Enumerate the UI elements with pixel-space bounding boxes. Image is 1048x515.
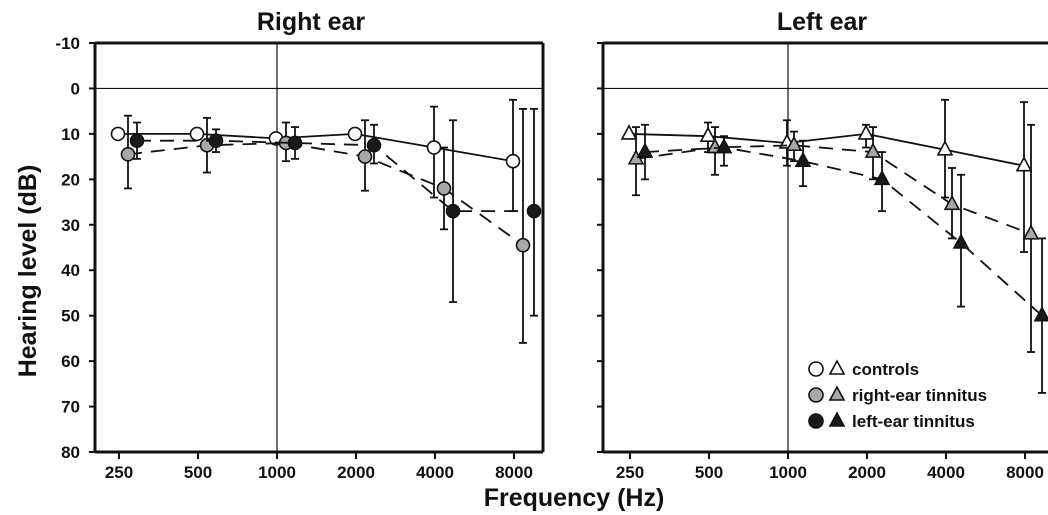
legend-right-ear-tinnitus-triangle-marker	[828, 385, 846, 401]
legend-left-ear-tinnitus-circle-marker	[808, 413, 824, 429]
right-ear-x-tick-label: 8000	[495, 463, 533, 482]
y-tick-label: 30	[61, 216, 80, 235]
left-ear-right-ear-tinnitus-line	[635, 144, 1032, 235]
right-ear-left-ear-tinnitus-point	[287, 135, 303, 151]
left-ear-controls-point	[857, 124, 875, 140]
right-ear-left-ear-tinnitus-point	[208, 133, 224, 149]
legend-controls-circle-marker	[808, 361, 824, 377]
right-ear-right-ear-tinnitus-point	[357, 149, 373, 164]
legend-controls-triangle-marker	[828, 359, 846, 375]
left-ear-left-ear-tinnitus-point	[1033, 305, 1048, 322]
right-ear-controls-point	[505, 153, 521, 169]
left-ear-controls-point	[1015, 156, 1033, 172]
right-ear-controls-line	[118, 132, 514, 163]
legend-left-ear-tinnitus-triangle-marker	[828, 411, 846, 427]
right-ear-x-tick-label: 4000	[416, 463, 454, 482]
right-ear-left-ear-tinnitus-point	[129, 133, 145, 149]
right-ear-left-ear-tinnitus-point	[366, 137, 382, 153]
left-ear-x-tick-label: 250	[616, 463, 644, 482]
left-ear-panel: Left ear 250 500 1000 2000 4000 8000	[597, 8, 1048, 482]
y-tick-label: 50	[61, 307, 80, 326]
right-ear-right-ear-tinnitus-point	[436, 181, 452, 196]
right-ear-controls-point	[426, 140, 442, 155]
legend-left-ear-tinnitus-label: left-ear tinnitus	[852, 412, 975, 431]
left-ear-left-ear-tinnitus-point	[715, 137, 733, 154]
legend: controls right-ear tinnitus left-ear tinni…	[808, 359, 987, 431]
left-ear-x-tick-label: 500	[695, 463, 723, 482]
legend-right-ear-tinnitus-circle-marker	[808, 387, 824, 403]
right-ear-left-ear-tinnitus-line	[137, 139, 534, 212]
y-tick-label: 20	[61, 170, 80, 189]
y-tick-label: -10	[55, 34, 80, 53]
left-ear-x-tick-label: 1000	[769, 463, 807, 482]
left-ear-controls-point	[936, 140, 954, 156]
left-ear-left-ear-tinnitus-point	[952, 233, 970, 249]
right-ear-controls-point	[189, 126, 205, 142]
left-ear-x-tick-label: 4000	[927, 463, 965, 482]
left-ear-right-ear-tinnitus-point	[785, 135, 803, 152]
right-ear-left-ear-tinnitus-point	[526, 203, 542, 219]
right-ear-controls-point	[347, 126, 363, 142]
left-ear-x-tick-label: 8000	[1006, 463, 1044, 482]
right-ear-right-ear-tinnitus-point	[515, 237, 531, 253]
right-ear-left-ear-tinnitus-point	[445, 203, 461, 219]
right-ear-right-ear-tinnitus-point	[120, 147, 136, 162]
right-ear-x-tick-label: 1000	[258, 463, 296, 482]
left-ear-left-ear-tinnitus-line	[644, 146, 1043, 317]
left-ear-left-ear-tinnitus-point	[873, 169, 891, 186]
y-tick-label: 60	[61, 352, 80, 371]
right-ear-x-tick-label: 500	[184, 463, 212, 482]
left-ear-controls-point	[699, 126, 717, 142]
y-tick-label: 10	[61, 125, 80, 144]
legend-right-ear-tinnitus-label: right-ear tinnitus	[852, 386, 987, 405]
left-ear-left-ear-tinnitus-point	[636, 142, 654, 158]
y-tick-label: 70	[61, 398, 80, 417]
right-ear-x-tick-label: 2000	[337, 463, 375, 482]
right-ear-right-ear-tinnitus-line	[127, 142, 524, 246]
right-ear-controls-point	[110, 126, 126, 142]
y-tick-label: 0	[71, 79, 80, 98]
left-ear-x-tick-label: 2000	[848, 463, 886, 482]
right-ear-panel: Right ear -10 0 10 20 30 40 50 60 70 80 250 500 1000 2…	[55, 8, 545, 482]
y-tick-label: 80	[61, 443, 80, 462]
left-ear-controls-point	[620, 124, 638, 140]
left-ear-controls-line	[628, 132, 1025, 167]
left-ear-right-ear-tinnitus-point	[1022, 224, 1040, 240]
legend-controls-label: controls	[852, 360, 919, 379]
left-ear-right-ear-tinnitus-point	[943, 194, 961, 211]
right-ear-x-tick-label: 250	[105, 463, 133, 482]
left-ear-left-ear-tinnitus-point	[794, 151, 812, 167]
right-ear-panel-title: Right ear	[257, 8, 366, 36]
left-ear-right-ear-tinnitus-point	[864, 142, 882, 158]
left-ear-panel-title: Left ear	[777, 8, 868, 36]
y-tick-label: 40	[61, 261, 80, 280]
y-axis-label: Hearing level (dB)	[14, 165, 42, 378]
x-axis-label: Frequency (Hz)	[484, 484, 665, 512]
